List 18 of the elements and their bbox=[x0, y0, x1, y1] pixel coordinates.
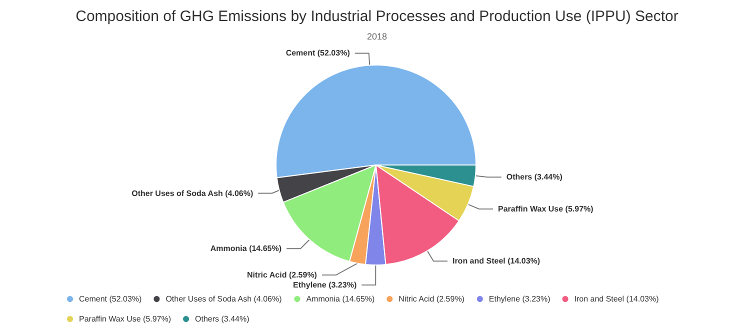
legend-label: Other Uses of Soda Ash (4.06%) bbox=[166, 294, 282, 304]
chart-subtitle: 2018 bbox=[366, 32, 388, 42]
slice-label: Paraffin Wax Use (5.97%) bbox=[498, 204, 594, 214]
slice-label: Cement (52.03%) bbox=[286, 48, 350, 58]
legend-label: Paraffin Wax Use (5.97%) bbox=[79, 314, 172, 324]
legend-label: Others (3.44%) bbox=[195, 314, 250, 324]
legend-label: Nitric Acid (2.59%) bbox=[398, 294, 465, 304]
slice-label: Others (3.44%) bbox=[506, 172, 563, 182]
slice-label: Iron and Steel (14.03%) bbox=[452, 256, 540, 266]
legend-label: Ethylene (3.23%) bbox=[488, 294, 551, 304]
slice-label: Ammonia (14.65%) bbox=[210, 244, 282, 254]
slice-label: Ethylene (3.23%) bbox=[293, 280, 357, 290]
legend-label: Cement (52.03%) bbox=[79, 294, 142, 304]
chart-title: Composition of GHG Emissions by Industrial Processes and Production Use (IPPU) Sector bbox=[76, 8, 678, 25]
slice-label: Nitric Acid (2.59%) bbox=[247, 270, 318, 280]
legend-label: Ammonia (14.65%) bbox=[306, 294, 376, 304]
legend-label: Iron and Steel (14.03%) bbox=[574, 294, 660, 304]
slice-label: Other Uses of Soda Ash (4.06%) bbox=[132, 188, 254, 198]
